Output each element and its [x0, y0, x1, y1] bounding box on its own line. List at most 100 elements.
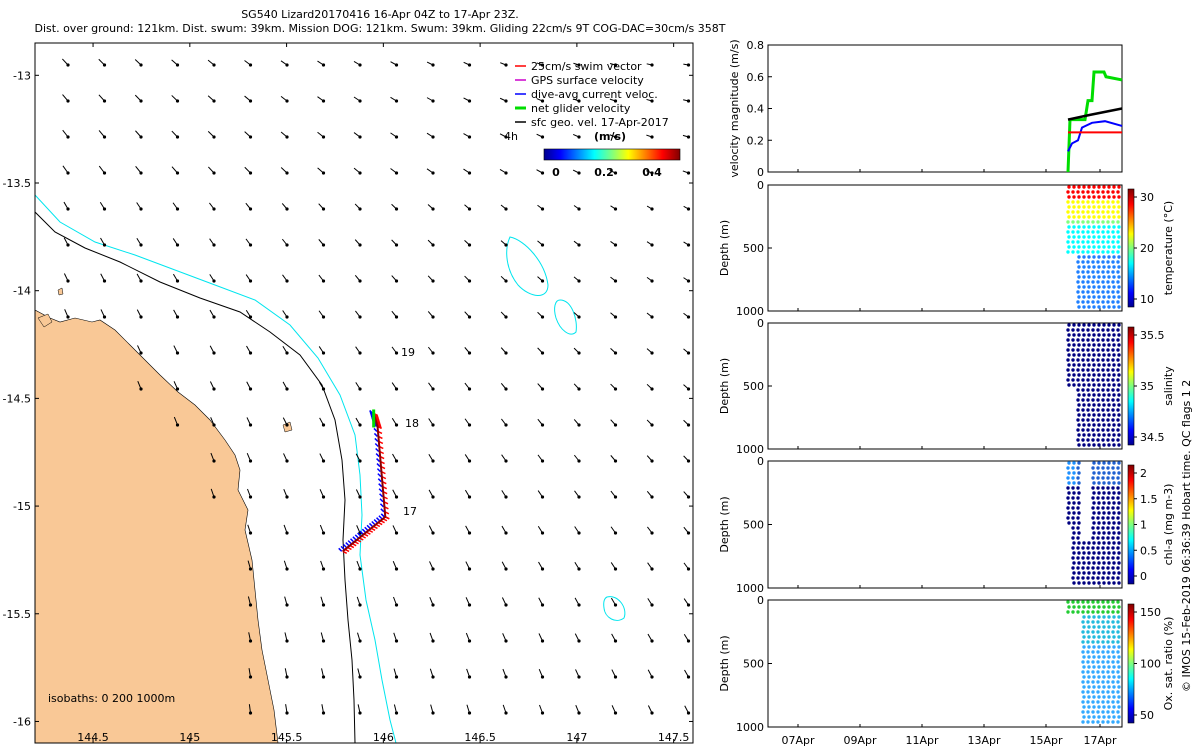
profile-point — [1082, 665, 1086, 669]
profile-point — [1102, 685, 1106, 689]
profile-point — [1101, 476, 1105, 480]
profile-point — [1112, 541, 1116, 545]
profile-point — [1066, 190, 1070, 194]
velocity-arrow-head — [613, 387, 618, 391]
velocity-arrow-head — [540, 63, 545, 67]
profile-point — [1111, 428, 1115, 432]
profile-point — [1096, 190, 1100, 194]
profile-point — [1077, 255, 1081, 259]
velocity-arrow-head — [686, 495, 691, 499]
profile-point — [1072, 501, 1076, 505]
profile-point — [1076, 600, 1080, 604]
profile-point — [1092, 383, 1096, 387]
profile-point — [1076, 516, 1080, 520]
profile-point — [1092, 605, 1096, 609]
profile-point — [1107, 205, 1111, 209]
profile-point — [1097, 461, 1101, 465]
profile-point — [1067, 363, 1071, 367]
profile-point — [1077, 323, 1081, 327]
profile-point — [1097, 333, 1101, 337]
colorbar-tick-label: 2 — [1140, 467, 1147, 480]
velocity-arrow-head — [577, 99, 581, 103]
profile-point — [1081, 428, 1085, 432]
profile-point — [1112, 605, 1116, 609]
velocity-arrow-head — [540, 711, 545, 715]
profile-point — [1072, 205, 1076, 209]
profile-point — [1111, 338, 1115, 342]
profile-point — [1097, 501, 1101, 505]
velocity-arrow-head — [321, 207, 326, 211]
profile-point — [1071, 200, 1075, 204]
profile-point — [1091, 610, 1095, 614]
profile-point — [1117, 541, 1121, 545]
profile-point — [1107, 333, 1111, 337]
profile-point — [1116, 660, 1120, 664]
profile-point — [1116, 610, 1120, 614]
profile-point — [1077, 531, 1081, 535]
dac-vector — [374, 437, 379, 442]
profile-point — [1071, 210, 1075, 214]
velocity-arrow-head — [66, 315, 70, 319]
panel-ylabel: Depth (m) — [720, 496, 731, 552]
map-legend: 25cm/s swim vector GPS surface velocity … — [504, 60, 669, 143]
velocity-arrow-head — [613, 63, 618, 67]
profile-point — [1116, 680, 1120, 684]
velocity-arrow-head — [139, 99, 143, 103]
profile-point — [1106, 650, 1110, 654]
profile-point — [1071, 230, 1075, 234]
profile-point — [1106, 710, 1110, 714]
profile-point — [1111, 270, 1115, 274]
profile-point — [1106, 610, 1110, 614]
map-colorbar — [543, 148, 681, 161]
profile-point — [1102, 373, 1106, 377]
profile-point — [1091, 496, 1095, 500]
profile-point — [1111, 466, 1115, 470]
velocity-arrow-head — [248, 351, 253, 355]
profile-point — [1117, 205, 1121, 209]
profile-point — [1097, 635, 1101, 639]
profile-point — [1087, 323, 1091, 327]
profile-point — [1101, 270, 1105, 274]
isobath-1000-line — [35, 194, 397, 743]
profile-point — [1116, 710, 1120, 714]
profile-point — [1096, 270, 1100, 274]
velocity-arrow-head — [66, 243, 70, 247]
profile-point — [1116, 720, 1120, 724]
profile-point — [1091, 220, 1095, 224]
velocity-arrow-head — [248, 387, 253, 391]
profile-point — [1116, 230, 1120, 234]
profile-point — [1072, 215, 1076, 219]
velocity-arrow-head — [66, 279, 70, 283]
profile-point — [1112, 433, 1116, 437]
profile-point — [1091, 428, 1095, 432]
profile-point — [1096, 280, 1100, 284]
profile-point — [1106, 700, 1110, 704]
profile-point — [1097, 383, 1101, 387]
profile-point — [1086, 428, 1090, 432]
velocity-arrow-head — [504, 171, 508, 175]
profile-point — [1097, 225, 1101, 229]
dac-vector — [379, 498, 384, 503]
profile-point — [1102, 255, 1106, 259]
velocity-arrow-head — [686, 711, 691, 715]
velocity-arrow-head — [577, 675, 581, 679]
velocity-arrow-head — [686, 99, 691, 103]
velocity-arrow-head — [467, 135, 472, 139]
profile-point — [1066, 348, 1070, 352]
profile-point — [1102, 645, 1106, 649]
velocity-arrow-head — [686, 315, 691, 319]
profile-point — [1117, 715, 1121, 719]
profile-point — [1112, 551, 1116, 555]
profile-point — [1116, 506, 1120, 510]
reef-contour-1 — [506, 236, 549, 296]
profile-point — [1117, 443, 1121, 447]
velocity-arrow-head — [540, 567, 545, 571]
profile-point — [1106, 260, 1110, 264]
profile-point — [1097, 551, 1101, 555]
velocity-arrow-head — [394, 567, 399, 571]
profile-point — [1091, 300, 1095, 304]
profile-point — [1072, 571, 1076, 575]
dac-vector — [366, 524, 371, 529]
velocity-arrow-head — [248, 315, 253, 319]
velocity-arrow-head — [212, 99, 216, 103]
